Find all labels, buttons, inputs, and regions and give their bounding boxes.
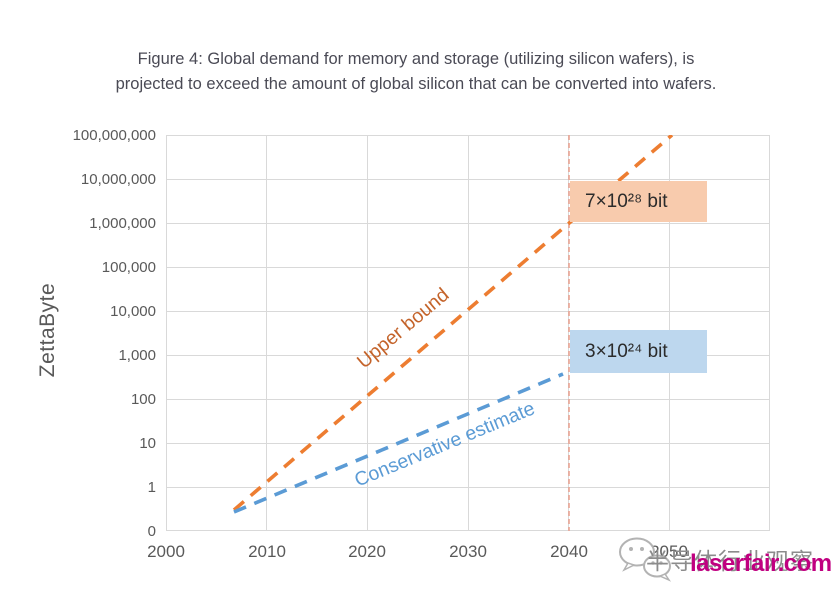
annotation-upper-bound-value: 7×10²⁸ bit [570, 181, 707, 222]
y-tick-label: 100,000,000 [72, 127, 156, 144]
annotation-conservative-value: 3×10²⁴ bit [570, 330, 707, 373]
x-tick-label: 2040 [550, 542, 588, 561]
x-tick-label: 2000 [147, 542, 185, 561]
y-tick-label: 10 [139, 435, 156, 452]
y-tick-label: 1,000 [118, 347, 156, 364]
wechat-icon [619, 537, 672, 582]
y-tick-label: 0 [147, 523, 156, 540]
x-tick-label: 2020 [348, 542, 386, 561]
y-tick-label: 10,000,000 [80, 171, 156, 188]
plot-area: Upper bound Conservative estimate [166, 135, 770, 531]
figure-caption: Figure 4: Global demand for memory and s… [0, 47, 832, 97]
series-label-conservative-estimate: Conservative estimate [351, 397, 538, 491]
x-tick-label: 2010 [248, 542, 286, 561]
watermark-site-text: laserfair.com [690, 550, 832, 577]
series-line-upper-bound [232, 135, 674, 512]
y-axis-title: ZettaByte [36, 282, 59, 378]
annotation-conservative-text: 3×10²⁴ bit [585, 340, 668, 362]
annotation-upper-bound-text: 7×10²⁸ bit [585, 190, 668, 212]
y-tick-label: 100,000 [101, 259, 156, 276]
figure-caption-line1: Figure 4: Global demand for memory and s… [137, 50, 695, 68]
y-tick-label: 10,000 [110, 303, 156, 320]
y-tick-label: 1,000,000 [89, 215, 156, 232]
y-tick-label: 1 [147, 479, 156, 496]
watermark-chinese-text: 半导体行业观察 [646, 548, 814, 574]
series-line-conservative-estimate [233, 372, 564, 514]
figure-caption-line2: projected to exceed the amount of global… [115, 75, 717, 93]
y-tick-label: 100 [130, 391, 156, 408]
watermark: 半导体行业观察 laserfair.com [616, 534, 832, 586]
x-tick-label: 2030 [449, 542, 487, 561]
